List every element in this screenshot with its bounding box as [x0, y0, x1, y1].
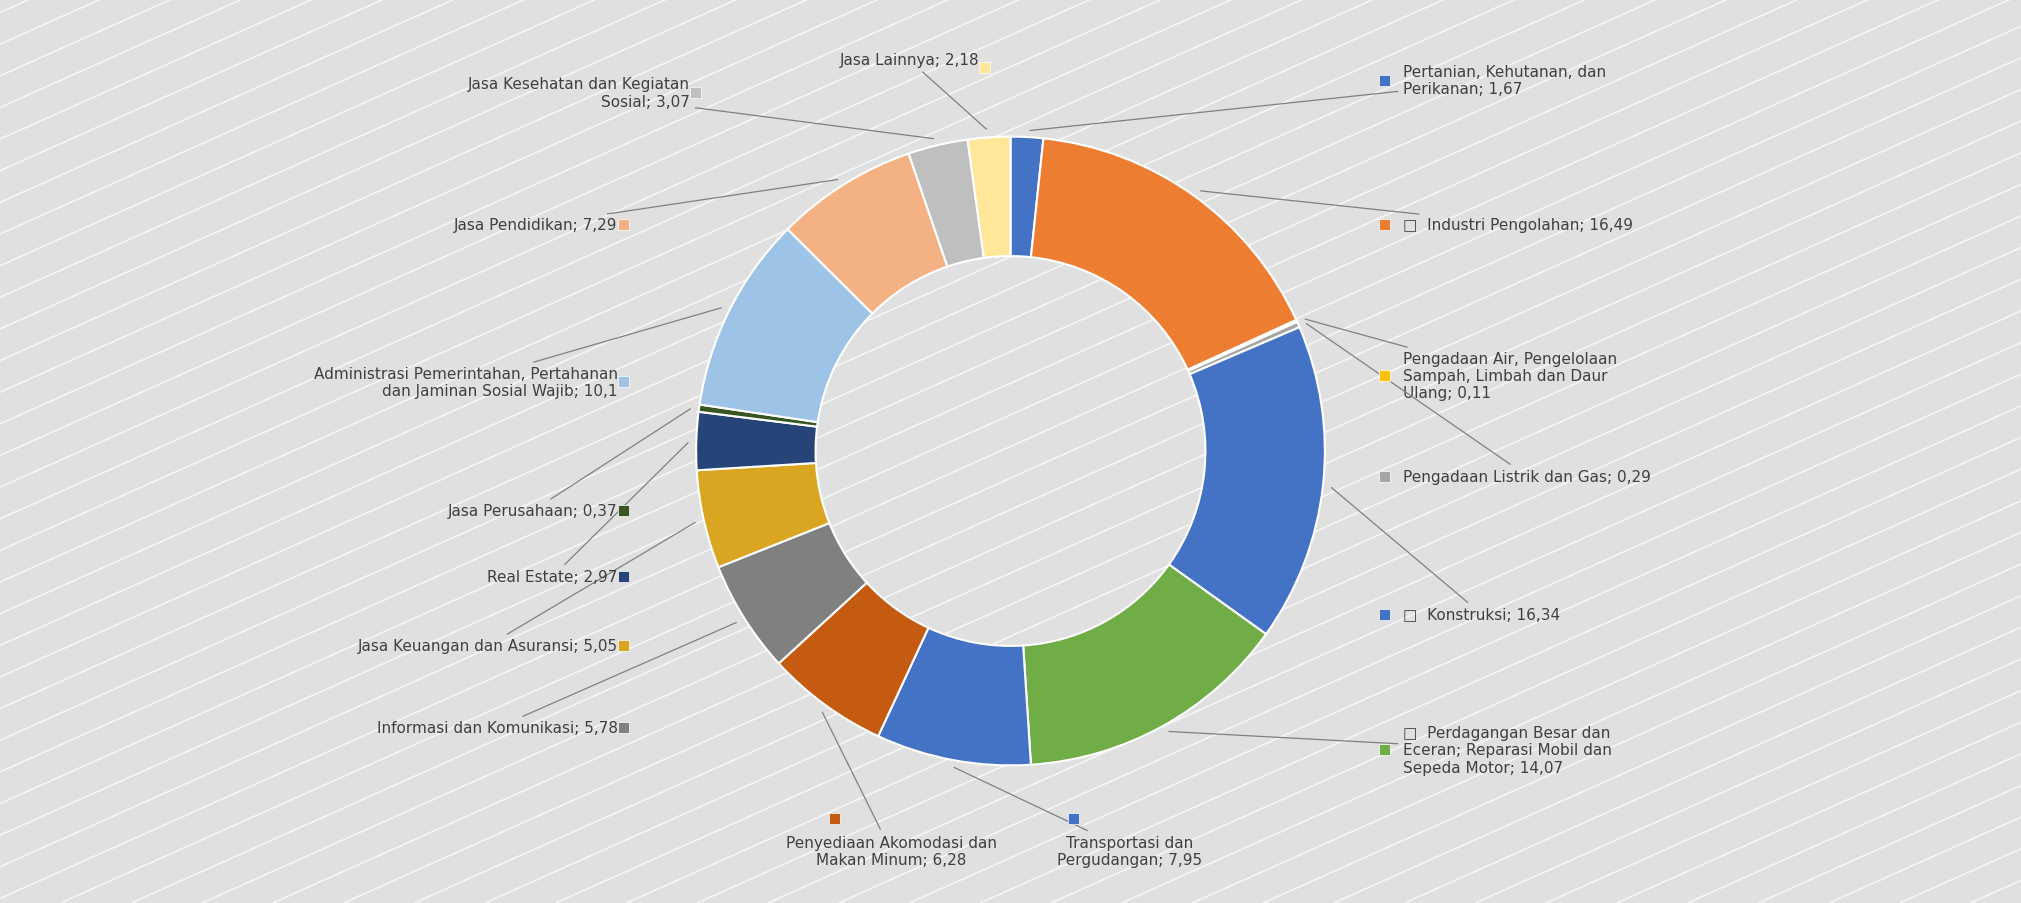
Text: Jasa Lainnya; 2,18: Jasa Lainnya; 2,18 — [839, 53, 986, 130]
Text: Pengadaan Listrik dan Gas; 0,29: Pengadaan Listrik dan Gas; 0,29 — [1306, 324, 1651, 484]
FancyBboxPatch shape — [618, 377, 629, 388]
Wedge shape — [788, 154, 948, 314]
Text: Informasi dan Komunikasi; 5,78: Informasi dan Komunikasi; 5,78 — [376, 623, 736, 735]
Wedge shape — [1031, 139, 1295, 370]
FancyBboxPatch shape — [980, 63, 990, 74]
Text: □  Industri Pengolahan; 16,49: □ Industri Pengolahan; 16,49 — [1200, 191, 1633, 233]
Wedge shape — [968, 137, 1010, 258]
Wedge shape — [717, 524, 867, 664]
Text: Jasa Kesehatan dan Kegiatan
Sosial; 3,07: Jasa Kesehatan dan Kegiatan Sosial; 3,07 — [467, 78, 934, 140]
Wedge shape — [778, 583, 928, 736]
Text: Jasa Pendidikan; 7,29: Jasa Pendidikan; 7,29 — [455, 181, 839, 233]
Wedge shape — [695, 413, 816, 470]
Text: □  Konstruksi; 16,34: □ Konstruksi; 16,34 — [1332, 488, 1560, 622]
FancyBboxPatch shape — [618, 641, 629, 652]
FancyBboxPatch shape — [618, 506, 629, 517]
FancyBboxPatch shape — [1067, 814, 1079, 824]
Text: Penyediaan Akomodasi dan
Makan Minum; 6,28: Penyediaan Akomodasi dan Makan Minum; 6,… — [786, 712, 996, 867]
Text: Jasa Keuangan dan Asuransi; 5,05: Jasa Keuangan dan Asuransi; 5,05 — [358, 523, 695, 654]
FancyBboxPatch shape — [1378, 220, 1390, 231]
FancyBboxPatch shape — [618, 572, 629, 582]
Wedge shape — [1168, 328, 1326, 635]
Text: Pertanian, Kehutanan, dan
Perikanan; 1,67: Pertanian, Kehutanan, dan Perikanan; 1,6… — [1031, 65, 1607, 131]
Text: Real Estate; 2,97: Real Estate; 2,97 — [487, 443, 687, 584]
FancyBboxPatch shape — [1378, 370, 1390, 382]
FancyBboxPatch shape — [618, 722, 629, 733]
Wedge shape — [879, 628, 1031, 766]
FancyBboxPatch shape — [829, 814, 841, 824]
Text: □  Perdagangan Besar dan
Eceran; Reparasi Mobil dan
Sepeda Motor; 14,07: □ Perdagangan Besar dan Eceran; Reparasi… — [1168, 725, 1613, 775]
FancyBboxPatch shape — [1378, 471, 1390, 482]
Wedge shape — [699, 405, 819, 427]
FancyBboxPatch shape — [689, 88, 701, 99]
FancyBboxPatch shape — [1378, 744, 1390, 755]
FancyBboxPatch shape — [1378, 76, 1390, 87]
Text: Administrasi Pemerintahan, Pertahanan
dan Jaminan Sosial Wajib; 10,1: Administrasi Pemerintahan, Pertahanan da… — [313, 309, 721, 398]
Wedge shape — [1010, 137, 1043, 258]
Wedge shape — [909, 140, 984, 267]
Text: Transportasi dan
Pergudangan; 7,95: Transportasi dan Pergudangan; 7,95 — [954, 768, 1202, 867]
Text: Jasa Perusahaan; 0,37: Jasa Perusahaan; 0,37 — [449, 409, 691, 518]
FancyBboxPatch shape — [1378, 610, 1390, 620]
Wedge shape — [1023, 565, 1265, 765]
FancyBboxPatch shape — [618, 220, 629, 231]
Wedge shape — [1188, 322, 1300, 375]
Text: Pengadaan Air, Pengelolaan
Sampah, Limbah dan Daur
Ulang; 0,11: Pengadaan Air, Pengelolaan Sampah, Limba… — [1306, 320, 1617, 401]
Wedge shape — [697, 463, 829, 568]
Wedge shape — [699, 230, 873, 423]
Wedge shape — [1188, 321, 1297, 371]
